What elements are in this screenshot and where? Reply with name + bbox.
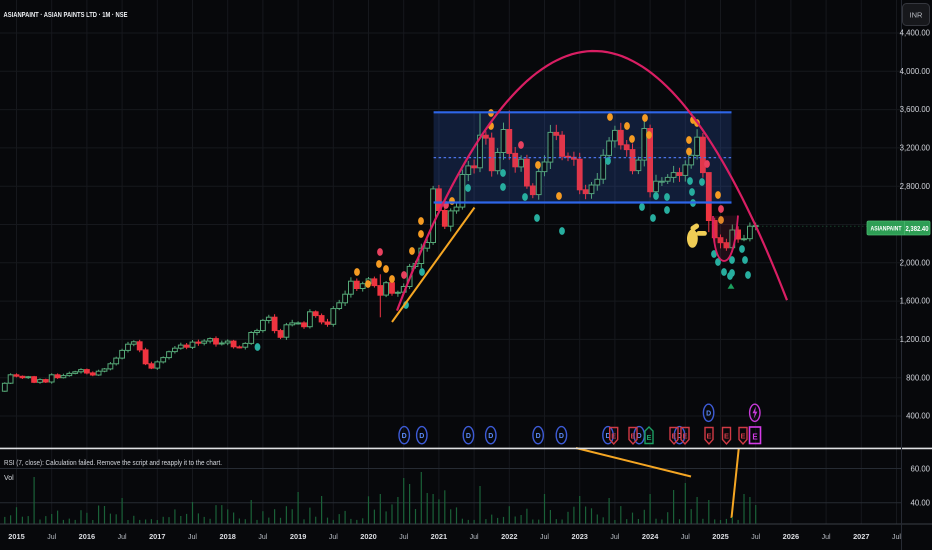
svg-text:2022: 2022 [501,532,517,541]
svg-text:2024: 2024 [642,532,659,541]
svg-text:E: E [671,432,676,441]
svg-text:D: D [488,433,493,440]
svg-text:E: E [752,433,758,442]
svg-text:400.00: 400.00 [906,412,931,421]
svg-text:2017: 2017 [149,532,165,541]
svg-text:2015: 2015 [8,532,24,541]
svg-text:Jul: Jul [47,534,56,541]
svg-text:2018: 2018 [219,532,235,541]
svg-text:Jul: Jul [610,534,619,541]
svg-text:D: D [466,433,471,440]
svg-text:D: D [605,433,610,440]
svg-text:E: E [740,432,745,441]
svg-text:Jul: Jul [822,534,831,541]
svg-text:2,800.00: 2,800.00 [900,182,931,191]
svg-text:D: D [677,433,682,440]
svg-text:4,000.00: 4,000.00 [900,67,931,76]
svg-text:D: D [706,411,711,418]
svg-text:D: D [536,433,541,440]
svg-text:Jul: Jul [188,534,197,541]
svg-text:INR: INR [910,11,924,20]
svg-text:800.00: 800.00 [906,373,931,382]
svg-text:Jul: Jul [681,534,690,541]
svg-text:3,600.00: 3,600.00 [900,105,931,114]
svg-text:Jul: Jul [470,534,479,541]
svg-text:D: D [419,433,424,440]
svg-text:2025: 2025 [712,532,728,541]
svg-text:Jul: Jul [892,534,901,541]
svg-text:1,200.00: 1,200.00 [900,335,931,344]
svg-text:D: D [559,433,564,440]
svg-text:E: E [682,432,687,441]
svg-text:E: E [630,432,635,441]
svg-text:Jul: Jul [751,534,760,541]
svg-text:Jul: Jul [399,534,408,541]
svg-text:60.00: 60.00 [910,464,930,473]
svg-text:E: E [706,432,711,441]
svg-text:2016: 2016 [79,532,95,541]
svg-text:RSI (7, close): Calculation fa: RSI (7, close): Calculation failed. Remo… [4,460,222,467]
svg-text:2023: 2023 [571,532,587,541]
svg-text:2,000.00: 2,000.00 [900,258,931,267]
svg-text:Jul: Jul [258,534,267,541]
svg-text:3,200.00: 3,200.00 [900,144,931,153]
svg-text:D: D [402,433,407,440]
svg-text:Jul: Jul [118,534,127,541]
svg-text:E: E [611,432,616,441]
svg-text:ASIANPAINT · ASIAN PAINTS LTD: ASIANPAINT · ASIAN PAINTS LTD · 1M · NSE [4,10,128,19]
svg-text:1,600.00: 1,600.00 [900,297,931,306]
svg-text:Vol: Vol [4,475,14,482]
svg-text:2020: 2020 [360,532,376,541]
svg-text:ASIANPAINT: ASIANPAINT [871,226,902,233]
svg-text:D: D [637,433,642,440]
svg-text:E: E [724,432,729,441]
svg-text:2019: 2019 [290,532,306,541]
svg-text:40.00: 40.00 [910,499,930,508]
svg-text:2026: 2026 [783,532,799,541]
svg-text:Jul: Jul [540,534,549,541]
svg-text:2,382.40: 2,382.40 [906,226,929,233]
svg-text:2027: 2027 [853,532,869,541]
svg-text:E: E [646,433,651,442]
svg-text:2021: 2021 [431,532,447,541]
svg-text:4,400.00: 4,400.00 [900,29,931,38]
svg-text:Jul: Jul [329,534,338,541]
